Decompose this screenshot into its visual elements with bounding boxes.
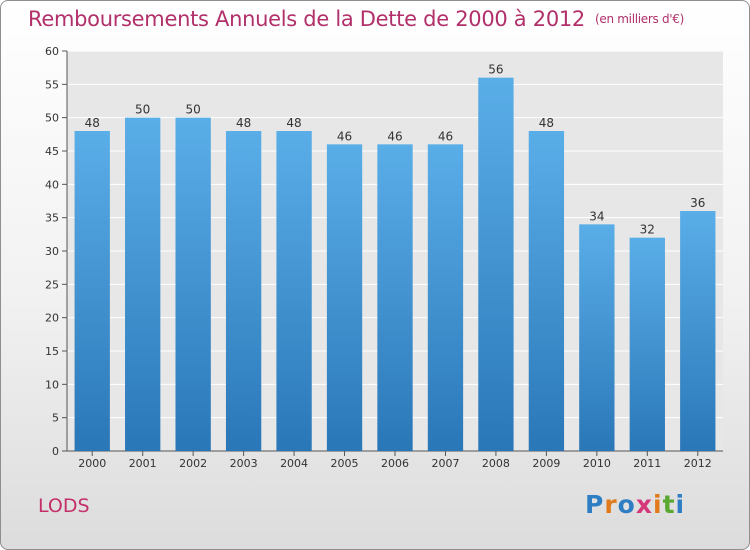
y-tick-label: 60 [45, 45, 59, 58]
city-name: LODS [38, 495, 90, 517]
x-tick-label: 2007 [431, 457, 459, 470]
bar [326, 144, 363, 452]
logo-letter: o [617, 490, 636, 519]
bar-value-label: 48 [286, 116, 301, 130]
bar [680, 211, 716, 451]
chart-title: Remboursements Annuels de la Dette de 20… [28, 7, 684, 31]
bar [276, 131, 312, 451]
bar [175, 117, 211, 452]
unit-label: (en milliers d'€) [595, 12, 685, 26]
bar-value-label: 48 [539, 116, 554, 130]
bar-value-label: 46 [337, 129, 352, 143]
bar [629, 237, 665, 451]
y-tick-label: 35 [45, 212, 59, 225]
x-tick-label: 2006 [381, 457, 409, 470]
y-tick-label: 5 [52, 412, 59, 425]
bar-value-label: 46 [438, 129, 453, 143]
logo-letter: P [585, 490, 605, 519]
proxiti-logo: Proxiti [585, 490, 685, 519]
y-tick-label: 45 [45, 145, 59, 158]
logo-letter: i [653, 490, 663, 519]
logo-letter: x [635, 490, 653, 519]
x-tick-label: 2005 [331, 457, 359, 470]
y-tick-label: 0 [52, 445, 59, 458]
bar [528, 131, 565, 451]
y-tick-label: 15 [45, 345, 59, 358]
bar [579, 224, 615, 451]
bar-value-label: 48 [236, 116, 251, 130]
y-tick-label: 55 [45, 78, 59, 91]
bar-value-label: 36 [690, 196, 705, 210]
y-tick-label: 30 [45, 245, 59, 258]
y-tick-label: 40 [45, 178, 59, 191]
bar-value-label: 48 [85, 116, 100, 130]
bar [377, 144, 413, 452]
x-tick-label: 2011 [633, 457, 661, 470]
y-tick-label: 50 [45, 112, 59, 125]
logo-letter: t [662, 490, 676, 519]
bar [478, 77, 514, 452]
bar-value-label: 34 [589, 209, 604, 223]
y-tick-label: 10 [45, 378, 59, 391]
x-tick-label: 2010 [583, 457, 611, 470]
bar [225, 131, 262, 451]
logo-letter: r [604, 490, 618, 519]
x-tick-label: 2002 [179, 457, 207, 470]
x-tick-label: 2003 [230, 457, 258, 470]
x-tick-label: 2009 [532, 457, 560, 470]
x-tick-label: 2001 [129, 457, 157, 470]
bar-value-label: 56 [488, 63, 503, 77]
bar [427, 144, 464, 452]
bar-value-label: 50 [186, 103, 201, 117]
bar [74, 131, 110, 451]
bar [125, 117, 161, 452]
x-tick-label: 2008 [482, 457, 510, 470]
y-tick-label: 25 [45, 278, 59, 291]
bar-value-label: 50 [135, 103, 150, 117]
bar-value-label: 32 [640, 223, 655, 237]
title-text: Remboursements Annuels de la Dette de 20… [28, 7, 585, 31]
bar-value-label: 46 [387, 129, 402, 143]
x-tick-label: 2000 [78, 457, 106, 470]
y-tick-label: 20 [45, 312, 59, 325]
x-tick-label: 2004 [280, 457, 308, 470]
logo-letter: i [675, 490, 686, 519]
x-tick-label: 2012 [684, 457, 712, 470]
